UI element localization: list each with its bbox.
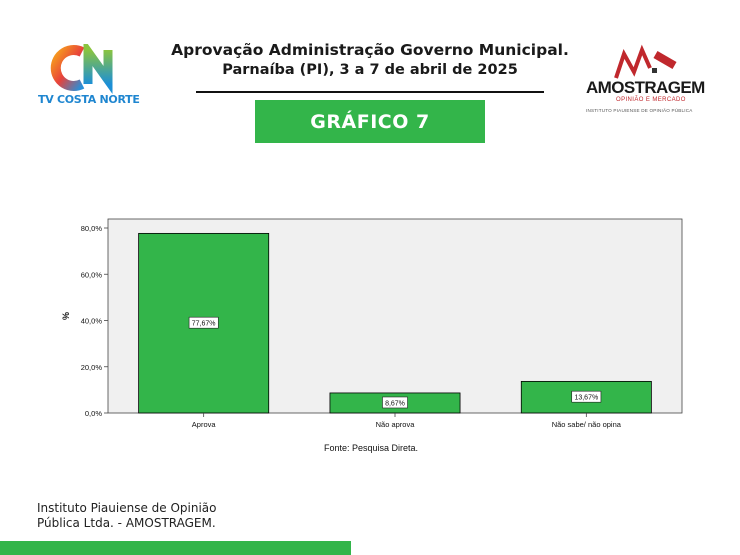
bar-chart: 0,0% 20,0% 40,0% 60,0% 80,0%% Aprova 77,67% Não… <box>61 218 683 429</box>
data-label: 8,67% <box>385 400 405 407</box>
page-subtitle: Parnaíba (PI), 3 a 7 de abril de 2025 <box>222 62 518 78</box>
y-tick-label: 20,0% <box>81 363 103 372</box>
title-block: Aprovação Administração Governo Municipa… <box>150 40 590 80</box>
y-tick-label: 0,0% <box>85 409 102 418</box>
x-tick-label: Não sabe/ não opina <box>552 420 622 429</box>
footer-line-1: Instituto Piauiense de Opinião <box>37 501 217 515</box>
logo-right-caption: INSTITUTO PIAUIENSE DE OPINIÃO PÚBLICA <box>586 108 693 113</box>
logo-right-name: AMOSTRAGEM <box>586 78 705 97</box>
title-divider <box>196 91 544 93</box>
data-label-box <box>382 396 408 409</box>
y-tick-label: 40,0% <box>81 317 103 326</box>
y-axis-label: % <box>61 312 71 320</box>
x-tick-label: Não aprova <box>376 420 416 429</box>
footer-line-2: Pública Ltda. - AMOSTRAGEM. <box>37 516 216 530</box>
footer-bar <box>0 541 351 555</box>
chart-source: Fonte: Pesquisa Direta. <box>323 443 419 453</box>
logo-right-subtitle: OPINIÃO E MERCADO <box>616 97 686 103</box>
y-tick-label: 80,0% <box>81 224 103 233</box>
data-label-box <box>188 316 219 329</box>
page-title: Aprovação Administração Governo Municipa… <box>171 41 569 59</box>
logo-left-text: TV COSTA NORTE <box>38 93 140 106</box>
amostragem-logo <box>614 44 677 79</box>
data-label: 13,67% <box>574 395 598 402</box>
data-label: 77,67% <box>192 321 216 328</box>
chart-number-badge: GRÁFICO 7 <box>255 100 485 143</box>
x-tick-label: Aprova <box>192 420 217 429</box>
footer-text: Instituto Piauiense de Opinião Pública L… <box>37 501 217 531</box>
y-tick-label: 60,0% <box>81 270 103 279</box>
tv-costa-norte-logo <box>50 44 113 95</box>
data-label-box <box>571 390 602 403</box>
